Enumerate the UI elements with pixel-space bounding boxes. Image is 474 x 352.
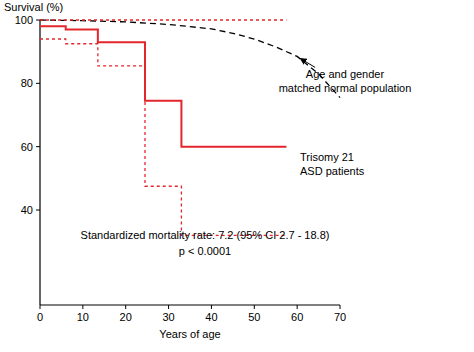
y-tick bbox=[36, 20, 40, 21]
x-tick bbox=[340, 305, 341, 309]
x-tick-label: 50 bbox=[248, 311, 260, 323]
x-tick bbox=[82, 305, 83, 309]
x-tick-label: 30 bbox=[162, 311, 174, 323]
x-tick bbox=[168, 305, 169, 309]
x-tick-label: 60 bbox=[291, 311, 303, 323]
y-tick-label: 80 bbox=[21, 77, 33, 89]
y-tick bbox=[36, 146, 40, 147]
plot-area bbox=[40, 20, 340, 235]
x-axis-title: Years of age bbox=[159, 328, 220, 340]
x-tick bbox=[125, 305, 126, 309]
series-line bbox=[40, 39, 286, 235]
y-tick-label: 100 bbox=[15, 14, 33, 26]
x-tick bbox=[40, 305, 41, 309]
y-tick-label: 40 bbox=[21, 204, 33, 216]
x-tick-label: 10 bbox=[77, 311, 89, 323]
series-label: Trisomy 21ASD patients bbox=[300, 151, 365, 177]
x-tick-label: 20 bbox=[120, 311, 132, 323]
x-tick bbox=[254, 305, 255, 309]
x-tick bbox=[211, 305, 212, 309]
chart: 0 10 20 30 40 50 60 70 40 60 80 100Survival (%) Year… bbox=[0, 0, 474, 352]
y-axis bbox=[39, 20, 40, 305]
y-tick bbox=[36, 210, 40, 211]
y-axis-title: Survival (%) bbox=[4, 1, 63, 13]
x-axis bbox=[40, 304, 340, 305]
series-line bbox=[40, 19, 286, 20]
series-label: Age and gendermatched normal population bbox=[279, 68, 412, 94]
x-tick-label: 40 bbox=[205, 311, 217, 323]
label-arrow bbox=[300, 58, 315, 67]
x-tick bbox=[297, 305, 298, 309]
series-line bbox=[40, 26, 286, 146]
y-tick bbox=[36, 83, 40, 84]
x-tick-label: 70 bbox=[334, 311, 346, 323]
y-tick-label: 60 bbox=[21, 141, 33, 153]
annotation: p < 0.0001 bbox=[179, 245, 231, 257]
x-tick-label: 0 bbox=[37, 311, 43, 323]
annotation: Standardized mortality rate: 7.2 (95% CI… bbox=[81, 229, 330, 241]
